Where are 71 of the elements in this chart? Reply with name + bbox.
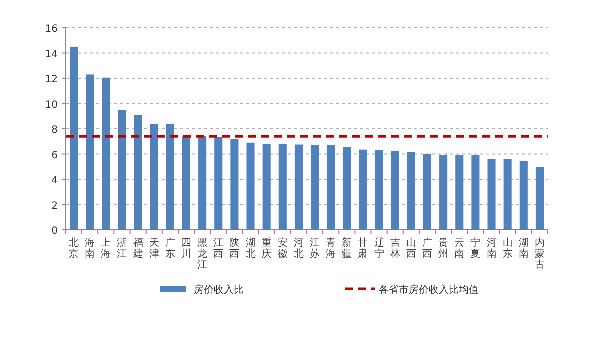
- bar: [182, 136, 191, 230]
- bar: [86, 74, 94, 230]
- y-tick-label: 6: [52, 150, 58, 162]
- bar: [198, 136, 207, 230]
- x-tick-label: 海南: [85, 237, 96, 260]
- bar: [504, 159, 512, 230]
- bar: [488, 159, 496, 230]
- bar: [70, 46, 78, 230]
- x-tick-label: 河南: [486, 237, 497, 260]
- x-tick-label: 河北: [294, 237, 304, 260]
- x-tick-label: 云南: [454, 238, 465, 260]
- x-tick-label: 四川: [182, 238, 192, 260]
- x-tick-label: 吉林: [389, 237, 400, 260]
- bar: [375, 150, 384, 230]
- x-tick-label: 浙江: [117, 237, 128, 260]
- bar: [150, 124, 158, 230]
- x-tick-label: 江西: [214, 237, 224, 260]
- y-tick-label: 12: [45, 74, 58, 86]
- x-tick-label: 天津: [149, 238, 160, 260]
- y-tick-label: 2: [52, 200, 58, 212]
- bar: [134, 115, 142, 230]
- x-tick-label: 北京: [69, 237, 80, 260]
- bar: [407, 152, 416, 230]
- bar: [246, 142, 255, 230]
- bar: [278, 144, 287, 230]
- legend-label: 房价收入比: [194, 284, 244, 296]
- bar: [456, 156, 464, 230]
- bar: [262, 144, 271, 230]
- x-tick-label: 上海: [101, 237, 112, 260]
- bar: [166, 124, 174, 230]
- bar: [359, 150, 368, 230]
- y-tick-label: 14: [45, 49, 58, 60]
- bar: [294, 144, 303, 230]
- y-tick-label: 10: [45, 100, 58, 111]
- x-tick-label: 山东: [502, 237, 513, 260]
- x-tick-label: 陕西: [230, 237, 240, 260]
- x-tick-label: 广西: [422, 237, 432, 260]
- x-tick-label: 湖北: [246, 237, 256, 260]
- x-tick-label: 青海: [326, 237, 336, 260]
- bar: [311, 145, 320, 230]
- y-tick-label: 0: [52, 226, 58, 237]
- x-tick-label: 黑龙江: [198, 238, 208, 271]
- bar: [343, 147, 352, 230]
- bar: [440, 156, 448, 230]
- x-tick-label: 江苏: [310, 237, 320, 260]
- x-tick-label: 甘肃: [358, 237, 368, 260]
- bar: [536, 168, 544, 230]
- x-tick-label: 湖南: [518, 237, 529, 260]
- x-tick-label: 宁夏: [470, 237, 481, 260]
- x-tick-label: 内蒙古: [534, 237, 545, 271]
- legend-label: 各省市房价收入比均值: [379, 284, 479, 296]
- x-tick-label: 贵州: [438, 237, 449, 260]
- y-tick-label: 16: [45, 24, 58, 35]
- x-tick-label: 福建: [132, 237, 144, 260]
- bar: [214, 137, 223, 230]
- bar: [118, 110, 126, 230]
- y-tick-label: 4: [52, 176, 58, 186]
- bar: [327, 145, 336, 230]
- x-tick-label: 重庆: [262, 237, 272, 260]
- x-tick-label: 山西: [406, 237, 416, 260]
- bar: [472, 156, 480, 230]
- y-tick-label: 8: [52, 125, 58, 136]
- x-tick-label: 辽宁: [374, 237, 384, 260]
- x-tick-label: 广东: [165, 237, 176, 260]
- bar: [230, 139, 239, 230]
- bar: [423, 154, 432, 230]
- x-tick-label: 新疆: [342, 237, 352, 260]
- x-tick-label: 安徽: [278, 237, 288, 260]
- bar: [102, 78, 110, 230]
- bar: [391, 151, 400, 230]
- bar: [520, 161, 528, 230]
